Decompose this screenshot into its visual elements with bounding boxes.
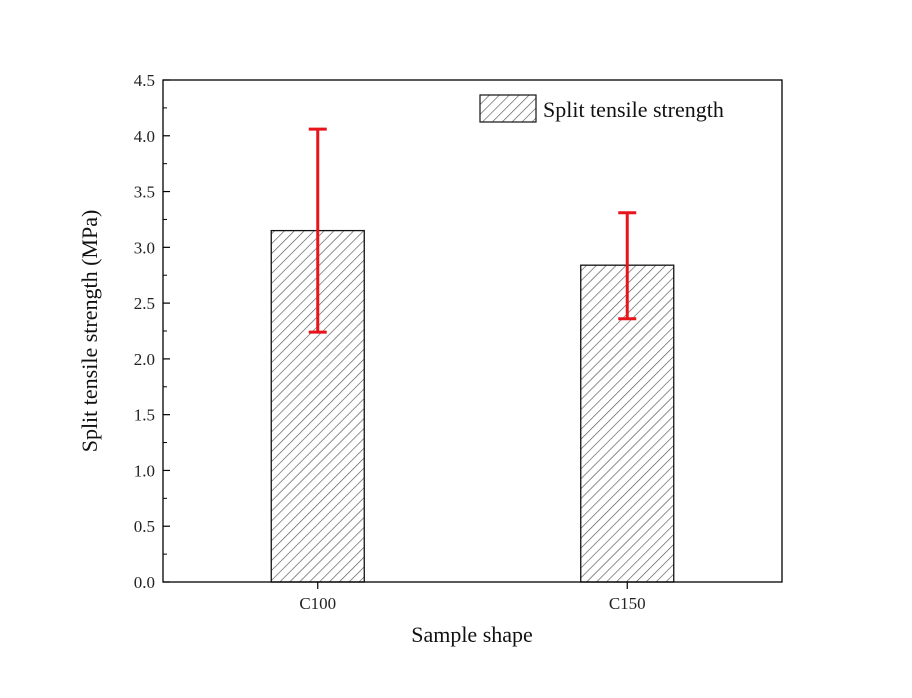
y-tick-label: 3.0: [134, 238, 155, 257]
y-axis: 0.0 0.5 1.0 1.5 2.0 2.5 3.0 3.5 4.0 4.5: [134, 71, 170, 592]
legend-label: Split tensile strength: [543, 97, 724, 122]
y-tick-label: 0.0: [134, 573, 155, 592]
y-tick-label: 1.5: [134, 406, 155, 425]
y-tick-label: 4.0: [134, 127, 155, 146]
error-bars-layer: [308, 127, 637, 334]
legend-swatch: [479, 94, 537, 123]
y-tick-label: 0.5: [134, 517, 155, 536]
error-bar-c100: [308, 127, 327, 334]
y-axis-title: Split tensile strength (MPa): [77, 210, 102, 453]
x-axis: C100 C150: [299, 582, 646, 613]
error-bar-c150: [618, 211, 637, 321]
legend: Split tensile strength: [479, 94, 724, 123]
y-tick-label: 2.0: [134, 350, 155, 369]
y-tick-label: 2.5: [134, 294, 155, 313]
x-axis-title: Sample shape: [411, 622, 533, 647]
bars-layer: [270, 229, 675, 583]
x-tick-label: C100: [299, 594, 336, 613]
plot-area-frame: [162, 79, 783, 583]
y-tick-label: 1.0: [134, 461, 155, 480]
y-tick-label: 3.5: [134, 183, 155, 202]
y-tick-label: 4.5: [134, 71, 155, 90]
x-tick-label: C150: [609, 594, 646, 613]
